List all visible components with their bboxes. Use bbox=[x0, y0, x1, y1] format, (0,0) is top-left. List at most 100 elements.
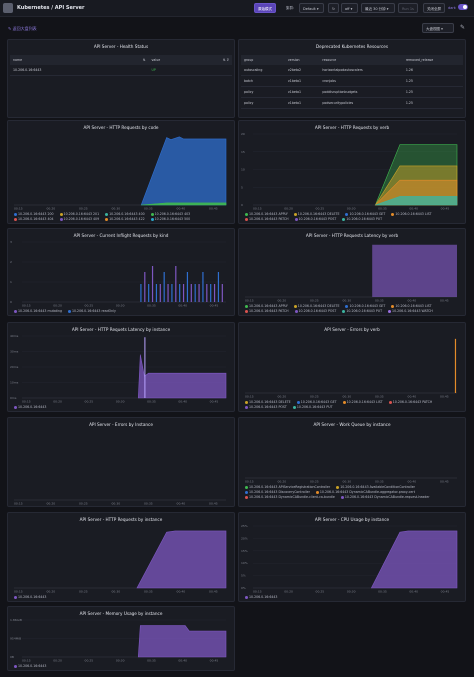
run-button[interactable]: Run 1s bbox=[398, 3, 418, 13]
legend-item[interactable]: 10.206.0.16:6443 GET bbox=[296, 400, 337, 405]
legend-item[interactable]: 10.206.0.16:6443 LIST bbox=[391, 212, 432, 217]
legend-item[interactable]: 10.206.0.16:6443 GET bbox=[345, 304, 385, 309]
legend-item[interactable]: 10.206.0.16:6443 200 bbox=[14, 212, 54, 217]
legend-item[interactable]: 10.206.0.16:6443 POST bbox=[294, 309, 337, 314]
y-tick-label: 5 bbox=[241, 185, 243, 189]
legend-label: 10.206.0.16:6443 POST bbox=[298, 309, 337, 313]
legend-item[interactable]: 10.206.0.16:6443 404 bbox=[14, 217, 54, 222]
menu-icon[interactable] bbox=[3, 3, 13, 13]
legend-item[interactable]: 10.206.0.16:6443 POST bbox=[245, 405, 287, 410]
legend-label: 10.206.0.16:6443 DiscoveryController bbox=[249, 490, 310, 494]
x-tick-label: 00:45 bbox=[210, 304, 219, 308]
x-tick-label: 00:15 bbox=[22, 304, 31, 308]
legend-item[interactable]: 10.206.0.16:6443 LIST bbox=[391, 304, 432, 309]
series-spike bbox=[151, 266, 154, 302]
time-range-select[interactable]: 最近 30 分钟 ▾ bbox=[361, 3, 395, 13]
x-tick-label: 00:25 bbox=[85, 659, 94, 663]
dashboard-view-select[interactable]: 大盘视图 ▾ bbox=[422, 23, 454, 33]
legend-item[interactable]: 10.206.0.16:6443 PATCH bbox=[245, 217, 289, 222]
raw-mode-button[interactable]: 原始模式 bbox=[254, 3, 276, 13]
legend-item[interactable]: 10.206.0.16:6443 500 bbox=[150, 217, 190, 222]
legend-item[interactable]: 10.206.0.16:6443 APPLY bbox=[245, 212, 288, 217]
legend-item[interactable]: 10.206.0.16:6443 AvailableConditionContr… bbox=[336, 485, 415, 490]
col-header-value[interactable]: value ⇅ ⊽ bbox=[148, 55, 232, 65]
legend-item[interactable]: 10.206.0.16:6443 bbox=[14, 595, 46, 600]
x-tick-label: 00:20 bbox=[53, 400, 62, 404]
x-tick-label: 00:40 bbox=[178, 400, 187, 404]
legend-swatch bbox=[293, 212, 297, 216]
legend-item[interactable]: 10.206.0.16:6443 201 bbox=[59, 212, 100, 217]
legend-item[interactable]: 10.206.0.16:6443 bbox=[14, 405, 46, 410]
y-tick-label: 0ms bbox=[10, 396, 17, 400]
x-tick-label: 00:45 bbox=[440, 299, 449, 303]
legend-item[interactable]: 10.206.0.16:6443 409 bbox=[59, 217, 99, 222]
legend-swatch bbox=[245, 309, 248, 313]
x-tick-label: 00:25 bbox=[79, 502, 88, 506]
legend-item[interactable]: 10.206.0.16:6443 PATCH bbox=[245, 309, 289, 314]
legend-item[interactable]: 10.206.0.16:6443 POST bbox=[294, 217, 336, 222]
col-header-name[interactable]: name ⇅ bbox=[10, 55, 149, 65]
col-header-group[interactable]: group bbox=[241, 55, 285, 65]
legend-item[interactable]: 10.206.0.16:6443 DELETE bbox=[245, 400, 291, 405]
legend-swatch bbox=[391, 304, 395, 308]
legend-item[interactable]: 10.206.0.16:6443 400 bbox=[105, 212, 145, 217]
table-row: policy v1beta1 poddisruptionbudgets 1.25 bbox=[241, 86, 463, 98]
col-header-resource[interactable]: resource bbox=[319, 55, 403, 65]
x-tick-label: 00:25 bbox=[310, 395, 319, 399]
legend-item[interactable]: 10.206.0.16:6443 bbox=[245, 595, 277, 600]
refresh-icon[interactable]: ↻ bbox=[328, 3, 339, 13]
legend-swatch bbox=[245, 400, 248, 404]
theme-toggle[interactable] bbox=[458, 4, 468, 10]
legend-swatch bbox=[245, 485, 248, 489]
legend-item[interactable]: 10.206.0.16:6443 DynamicCABundle-aggrega… bbox=[315, 490, 415, 495]
legend-item[interactable]: 10.206.0.16:6443 DynamicCABundle-client-… bbox=[245, 495, 335, 500]
x-tick-label: 00:30 bbox=[343, 395, 352, 399]
legend-swatch bbox=[315, 490, 319, 494]
legend-item[interactable]: 10.206.0.16:6443 mutating bbox=[14, 309, 62, 314]
auto-refresh-select[interactable]: off ▾ bbox=[341, 3, 358, 13]
back-to-list-link[interactable]: ✎ 返回大盘列表 bbox=[8, 26, 37, 31]
x-tick-label: 00:20 bbox=[278, 395, 287, 399]
legend-label: 10.206.0.16:6443 AvailableConditionContr… bbox=[340, 485, 415, 489]
legend-item[interactable]: 10.206.0.16:6443 GET bbox=[345, 212, 385, 217]
chart-svg: 00:15 00:20 00:25 00:30 00:35 00:40 00:45 bbox=[14, 136, 227, 211]
cluster-select[interactable]: Default ▾ bbox=[299, 3, 324, 13]
col-header-removed-release[interactable]: removed_release bbox=[402, 55, 463, 65]
legend-label: 10.206.0.16:6443 201 bbox=[63, 212, 100, 216]
edit-icon[interactable]: ✎ bbox=[460, 24, 466, 31]
legend-item[interactable]: 10.206.0.16:6443 422 bbox=[105, 217, 145, 222]
legend-label: 10.206.0.16:6443 DELETE bbox=[249, 400, 291, 404]
chart-svg: 3 2 1 0 00:15 00:20 00:25 00:30 00:35 00:40 00:45 bbox=[10, 240, 226, 308]
legend-item[interactable]: 10.206.0.16:6443 DiscoveryController bbox=[245, 490, 310, 495]
legend-item[interactable]: 10.206.0.16:6443 403 bbox=[150, 212, 190, 217]
legend-item[interactable]: 10.206.0.16:6443 PUT bbox=[292, 405, 333, 410]
panel-title: API Server - HTTP Requets Latency by ins… bbox=[71, 327, 171, 332]
legend-item[interactable]: 10.206.0.16:6443 WATCH bbox=[388, 309, 433, 314]
x-tick-label: 00:25 bbox=[310, 299, 319, 303]
series-spike bbox=[163, 272, 165, 302]
legend-item[interactable]: 10.206.0.16:6443 readOnly bbox=[67, 309, 116, 314]
legend-item[interactable]: 10.206.0.16:6443 bbox=[14, 664, 46, 669]
legend-item[interactable]: 10.206.0.16:6443 PATCH bbox=[388, 400, 432, 405]
legend-label: 10.206.0.16:6443 GET bbox=[349, 304, 386, 308]
chart-svg: 00:15 00:20 00:25 00:30 00:35 00:40 00:45 bbox=[245, 477, 457, 484]
legend-item[interactable]: 10.206.0.16:6443 LIST bbox=[342, 400, 383, 405]
x-tick-label: 00:30 bbox=[347, 207, 356, 211]
legend-item[interactable]: 10.206.0.16:6443 PUT bbox=[342, 217, 382, 222]
x-tick-label: 00:15 bbox=[22, 400, 31, 404]
http-requests-by-verb-panel: API Server - HTTP Requests by verb 20 15 10… bbox=[238, 120, 466, 224]
legend-item[interactable]: 10.206.0.16:6443 PUT bbox=[342, 309, 382, 314]
col-header-version[interactable]: version bbox=[284, 55, 320, 65]
legend-item[interactable]: 10.206.0.16:6443 APPLY bbox=[245, 304, 288, 309]
legend-item[interactable]: 10.206.0.16:6443 DELETE bbox=[293, 212, 339, 217]
series-spike bbox=[148, 284, 150, 302]
legend-item[interactable]: 10.206.0.16:6443 APIServiceRegistrationC… bbox=[245, 485, 330, 490]
series-area-403 bbox=[141, 202, 227, 206]
legend-swatch bbox=[345, 212, 349, 216]
memory-usage-panel: API Server - Memory Usage by instance 1.8… bbox=[7, 606, 235, 671]
legend-item[interactable]: 10.206.0.16:6443 DELETE bbox=[293, 304, 339, 309]
x-tick-label: 00:30 bbox=[343, 299, 352, 303]
legend-item[interactable]: 10.206.0.16:6443 DynamicCABundle-request… bbox=[340, 495, 430, 500]
exit-fullscreen-button[interactable]: 关闭全屏 bbox=[423, 3, 445, 13]
errors-by-instance-panel: API Server - Errors by Instance 00:15 00:2… bbox=[7, 417, 235, 507]
